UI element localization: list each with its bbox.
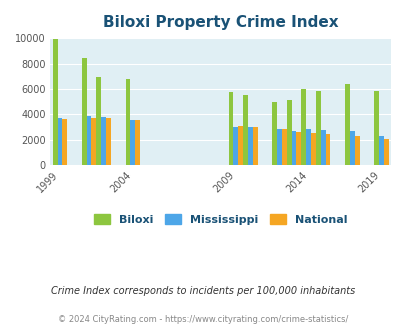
Bar <box>96 77 101 165</box>
Bar <box>305 129 310 165</box>
Bar <box>378 136 383 165</box>
Bar <box>310 133 315 165</box>
Bar <box>286 100 291 165</box>
Bar <box>272 102 277 165</box>
Bar <box>247 127 252 165</box>
Bar <box>320 130 325 165</box>
Bar <box>252 127 257 165</box>
Bar <box>125 79 130 165</box>
Bar <box>91 118 96 165</box>
Text: Crime Index corresponds to incidents per 100,000 inhabitants: Crime Index corresponds to incidents per… <box>51 286 354 296</box>
Bar <box>354 136 359 165</box>
Bar <box>233 127 238 165</box>
Bar <box>344 84 349 165</box>
Legend: Biloxi, Mississippi, National: Biloxi, Mississippi, National <box>88 209 352 231</box>
Bar <box>383 139 388 165</box>
Bar <box>130 120 135 165</box>
Bar <box>101 117 106 165</box>
Bar <box>281 129 286 165</box>
Bar <box>296 132 301 165</box>
Bar <box>87 115 91 165</box>
Bar <box>315 91 320 165</box>
Title: Biloxi Property Crime Index: Biloxi Property Crime Index <box>103 15 338 30</box>
Bar <box>62 119 67 165</box>
Bar <box>238 126 242 165</box>
Bar <box>325 134 330 165</box>
Bar <box>291 131 296 165</box>
Text: © 2024 CityRating.com - https://www.cityrating.com/crime-statistics/: © 2024 CityRating.com - https://www.city… <box>58 315 347 324</box>
Bar <box>106 118 111 165</box>
Bar <box>243 95 247 165</box>
Bar <box>349 131 354 165</box>
Bar <box>228 92 233 165</box>
Bar <box>82 58 87 165</box>
Bar <box>277 129 281 165</box>
Bar <box>373 91 378 165</box>
Bar <box>58 118 62 165</box>
Bar <box>53 39 58 165</box>
Bar <box>135 120 140 165</box>
Bar <box>301 89 305 165</box>
